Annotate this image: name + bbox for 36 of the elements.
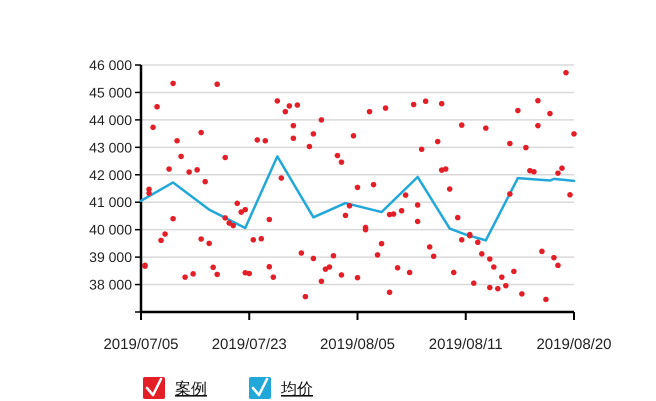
point [290, 135, 296, 142]
point [222, 215, 228, 221]
x-tick-label: 2019/07/23 [212, 336, 287, 353]
point [198, 236, 204, 242]
point [487, 284, 493, 290]
point [438, 167, 444, 173]
legend-label: 均价 [280, 381, 313, 398]
point [555, 262, 561, 268]
y-tick-label: 40 000 [89, 222, 132, 238]
y-tick-label: 38 000 [89, 276, 132, 293]
y-tick-label: 42 000 [89, 166, 132, 183]
point [535, 122, 541, 128]
point [414, 218, 420, 224]
point [458, 237, 465, 243]
point [338, 272, 344, 278]
point [354, 184, 360, 190]
x-tick-label: 2019/08/11 [428, 336, 503, 353]
y-tick-label: 41 000 [89, 194, 132, 210]
x-tick-label: 2019/08/20 [536, 336, 612, 353]
legend-label: 案例 [175, 380, 207, 398]
y-tick-label: 39 000 [89, 249, 132, 266]
point [310, 256, 316, 262]
point [507, 191, 513, 197]
point [318, 278, 324, 284]
line-series [140, 155, 576, 242]
y-tick-label: 45 000 [89, 84, 132, 100]
y-tick-label: 44 000 [89, 112, 132, 128]
y-tick-label: 43 000 [89, 139, 132, 156]
point [170, 216, 176, 222]
point [214, 272, 220, 278]
x-tick-label: 2019/07/05 [103, 336, 179, 353]
y-tick-label: 46 000 [89, 57, 132, 73]
x-tick-label: 2019/08/05 [320, 336, 396, 353]
point [386, 289, 392, 296]
point [266, 264, 272, 270]
point [242, 270, 248, 276]
